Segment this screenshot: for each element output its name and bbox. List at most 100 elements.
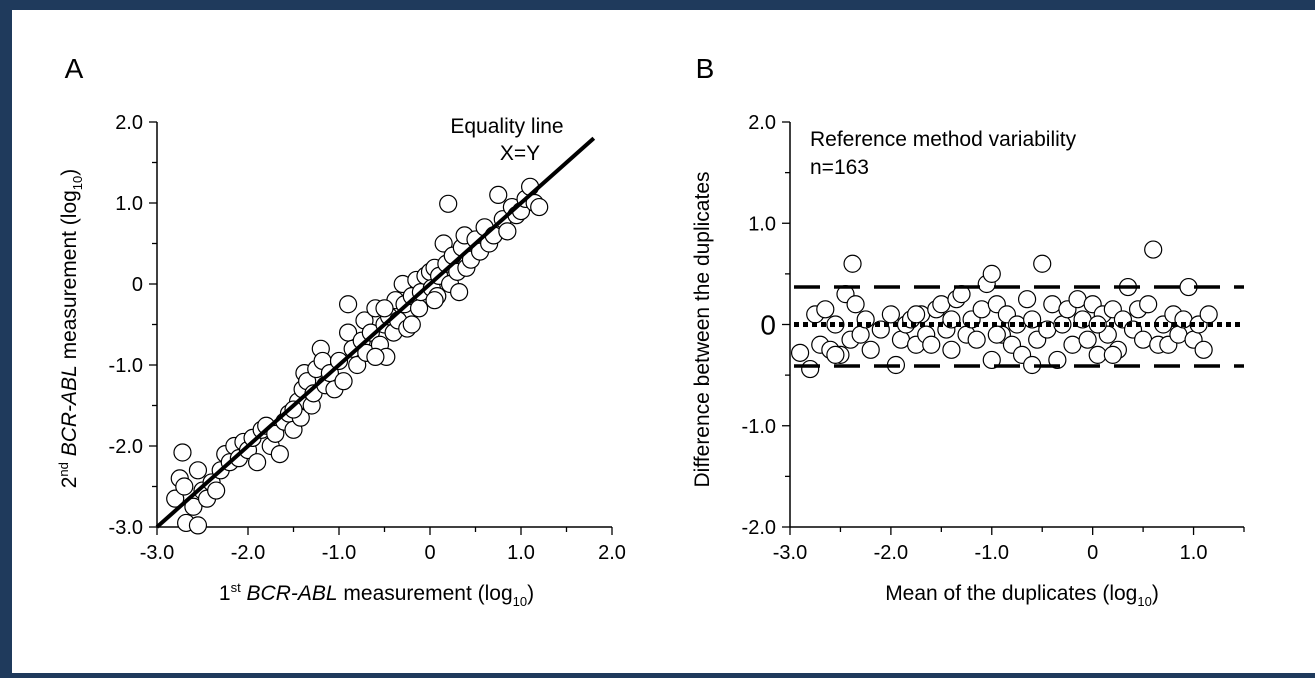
- panel-b-y-tick-label-zero: 0: [760, 310, 776, 341]
- panel-a-equality-line: [155, 136, 596, 529]
- panel-b-title-line-1: Reference method variability: [810, 128, 1077, 151]
- panel-a-x-label-part: ): [527, 582, 534, 605]
- panel-a-data-point: [175, 477, 194, 496]
- panel-b-data-point: [942, 340, 961, 359]
- panel-b-data-point: [1068, 290, 1087, 309]
- panel-b-data-point: [846, 295, 865, 314]
- panel-a-data-point: [207, 481, 226, 500]
- panel-a-data-point: [434, 234, 453, 253]
- panel-a-x-tick-label: 2.0: [598, 542, 626, 564]
- panel-a-y-axis-label: 2nd BCR-ABL measurement (log10): [56, 169, 85, 489]
- panel-b-x-tick-label: -2.0: [874, 542, 908, 564]
- panel-a-data-point: [450, 283, 469, 302]
- panel-b-y-tick-label: 2.0: [748, 112, 776, 134]
- panel-a-x-tick-label: -1.0: [322, 542, 356, 564]
- panel-b-data-point: [1033, 254, 1052, 273]
- panel-a-data-point: [166, 489, 185, 508]
- panel-b-data-point: [932, 295, 951, 314]
- panel-a-x-tick-label: -3.0: [140, 542, 174, 564]
- panel-b-data-point: [1194, 340, 1213, 359]
- panel-a-y-label-part: 2: [58, 477, 81, 489]
- panel-a-data-point: [348, 355, 367, 375]
- panel-a-x-label-part: measurement (log: [338, 582, 513, 605]
- panel-a-y-label-sub: 10: [70, 176, 85, 190]
- panel-a-y-tick-label: 2.0: [115, 112, 143, 134]
- panel-b-data-point: [891, 330, 911, 349]
- panel-b-y-axis-label: Difference between the duplicates: [691, 172, 714, 488]
- panel-a-x-axis-label: 1st BCR-ABL measurement (log10): [219, 580, 534, 609]
- panel-b-title-line-2: n=163: [810, 156, 869, 179]
- panel-b-x-label-sub: 10: [1137, 594, 1151, 609]
- panel-a-data-point: [402, 315, 421, 334]
- panel-a-y-label-part: measurement (log: [58, 190, 81, 365]
- panel-a-y-tick-label: -1.0: [109, 355, 143, 377]
- panel-a-data-point: [339, 295, 358, 314]
- panel-b-data-point: [851, 325, 870, 344]
- panel-b-data-point: [1017, 290, 1037, 309]
- panel-a-x-label-sup: st: [231, 580, 242, 595]
- panel-b-data-point: [843, 254, 862, 273]
- panel-b-data-point: [801, 359, 820, 379]
- panel-a-data-point: [270, 445, 289, 464]
- panel-b-data-point: [861, 340, 880, 359]
- panel-b-data-point: [922, 335, 941, 354]
- panel-a-data-point: [375, 299, 394, 318]
- panel-b-data-point: [1078, 330, 1097, 349]
- panel-b-x-tick-label: 0: [1087, 542, 1098, 564]
- panel-b-data-point: [826, 345, 845, 364]
- panel-b-data-point: [881, 305, 900, 324]
- panel-a-data-point: [329, 351, 349, 371]
- panel-a-data-point: [425, 291, 444, 310]
- panel-a-data-point: [489, 185, 508, 204]
- panel-b-data-point: [1088, 315, 1107, 334]
- panel-a-data-point: [266, 424, 285, 443]
- panel-b-y-tick-label: -2.0: [742, 517, 776, 539]
- panel-b-y-tick-label: -1.0: [742, 416, 776, 438]
- panel-a-data-point: [334, 372, 353, 391]
- panel-a-data-point: [188, 516, 208, 535]
- panel-b-label: B: [696, 53, 715, 84]
- panel-a-annotation-equality: Equality line: [450, 115, 563, 138]
- panel-a-y-tick-label: 1.0: [115, 193, 143, 215]
- panel-b-data-point: [967, 330, 986, 349]
- panel-a-data-point: [361, 323, 380, 342]
- panel-a-data-point: [409, 299, 429, 318]
- panel-b-data-point: [1103, 345, 1122, 364]
- panel-a-data-point: [184, 497, 203, 516]
- panel-a-x-tick-label: -2.0: [231, 542, 265, 564]
- panel-a-data-point: [498, 222, 517, 241]
- panel-b-x-tick-label: -1.0: [975, 542, 1009, 564]
- panel-b-data-point: [1048, 350, 1067, 370]
- panel-b-data-point: [987, 325, 1006, 344]
- panel-a-y-label-italic: BCR-ABL: [58, 365, 81, 456]
- panel-a-y-label-part: ): [58, 169, 81, 176]
- panel-b-data-point: [1199, 305, 1218, 324]
- panel-a-data-point: [439, 194, 458, 213]
- panel-a-x-label-sub: 10: [513, 594, 527, 609]
- panel-a-x-label-italic: BCR-ABL: [247, 582, 338, 605]
- panel-b-data-point: [1043, 295, 1062, 314]
- panel-a-y-tick-label: 0: [132, 274, 143, 296]
- panel-b-data-point: [1144, 240, 1163, 259]
- panel-a-y-tick-label: -2.0: [109, 436, 143, 458]
- panel-a-data-point: [173, 443, 192, 462]
- panel-b-x-axis-label: Mean of the duplicates (log10): [885, 582, 1159, 609]
- panel-b-x-label-part: Mean of the duplicates (log: [885, 582, 1137, 605]
- panel-b-x-tick-label: 1.0: [1180, 542, 1208, 564]
- panel-b-data-point: [982, 264, 1001, 283]
- panel-b-data-point: [1134, 330, 1153, 349]
- panel-a-x-tick-label: 1.0: [507, 542, 535, 564]
- panel-b-data-point: [1139, 295, 1158, 314]
- panel-a-y-label-sup: nd: [56, 462, 71, 476]
- panel-a-annotation-xy: X=Y: [500, 142, 540, 165]
- panel-b-y-tick-label: 1.0: [748, 213, 776, 235]
- panel-a-data-point: [284, 400, 303, 419]
- panel-b-data-point: [982, 350, 1001, 370]
- panel-a-data-point: [188, 461, 208, 480]
- panel-b-data-point: [1023, 310, 1042, 329]
- panel-a-data-point: [248, 453, 267, 472]
- panel-b-data-point: [790, 343, 810, 362]
- panel-a-label: A: [65, 53, 84, 84]
- panel-b-data-point: [972, 300, 991, 319]
- top-frame-bar: [0, 0, 1315, 10]
